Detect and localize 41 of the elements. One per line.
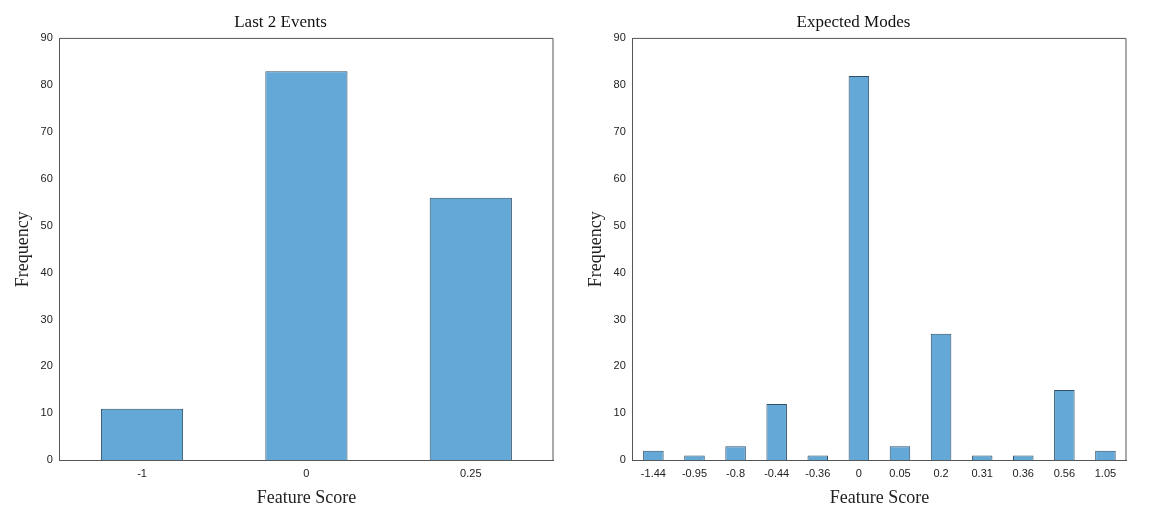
y-tick-label: 30 — [613, 312, 626, 325]
x-tick-label: -1.44 — [640, 466, 666, 479]
y-axis-title: Frequency — [11, 211, 32, 288]
x-axis-title: Feature Score — [256, 486, 357, 507]
y-tick-label: 90 — [40, 31, 53, 44]
x-tick-label: 0.56 — [1053, 466, 1076, 479]
x-tick-label: 0 — [303, 466, 310, 479]
y-tick-label: 10 — [40, 406, 53, 419]
y-tick-label: 10 — [613, 406, 626, 419]
x-tick-label: 1.05 — [1094, 466, 1117, 479]
y-tick-label: 20 — [613, 359, 626, 372]
y-tick-label: 0 — [619, 453, 626, 466]
y-tick-label: 50 — [613, 218, 626, 231]
x-tick-label: 0.36 — [1012, 466, 1034, 479]
y-axis-title: Frequency — [584, 211, 605, 288]
y-tick-label: 60 — [40, 172, 53, 185]
x-tick-label: 0.25 — [460, 466, 482, 479]
x-tick-label: -0.95 — [681, 466, 708, 479]
y-tick-label: 40 — [613, 265, 626, 278]
x-tick-label: -0.36 — [805, 466, 831, 479]
x-axis-title: Feature Score — [829, 486, 930, 507]
y-tick-label: 70 — [613, 125, 626, 138]
y-tick-label: 80 — [613, 78, 626, 91]
x-tick-label: -0.8 — [726, 466, 746, 479]
y-tick-label: 80 — [40, 78, 53, 91]
y-tick-label: 50 — [40, 218, 53, 231]
x-tick-label: 0 — [855, 466, 862, 479]
x-tick-label: 0.05 — [889, 466, 911, 479]
x-tick-label: 0.2 — [933, 466, 949, 479]
y-tick-label: 0 — [46, 453, 53, 466]
y-tick-label: 40 — [40, 265, 53, 278]
x-tick-label: 0.31 — [971, 466, 993, 479]
x-tick-label: -1 — [137, 466, 147, 479]
y-tick-label: 70 — [40, 125, 53, 138]
y-tick-label: 20 — [40, 359, 53, 372]
chart-title: Expected Modes — [796, 11, 911, 31]
y-tick-label: 60 — [613, 172, 626, 185]
chart-title: Last 2 Events — [234, 11, 327, 31]
y-tick-label: 30 — [40, 312, 53, 325]
x-tick-label: -0.44 — [764, 466, 790, 479]
y-tick-label: 90 — [613, 31, 626, 44]
